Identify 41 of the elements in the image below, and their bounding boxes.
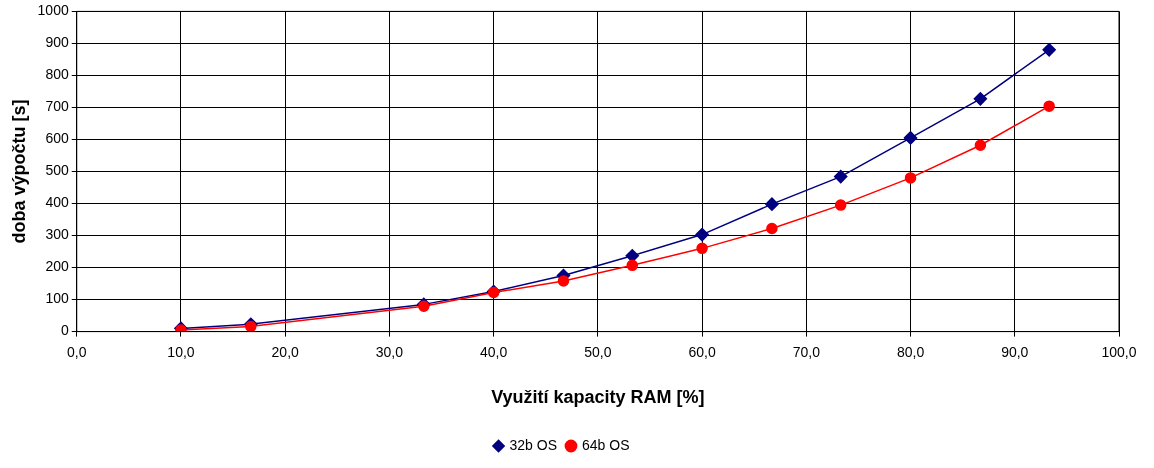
y-tick-label: 800 xyxy=(45,66,69,83)
y-tick-label: 400 xyxy=(45,194,69,211)
point xyxy=(834,199,847,211)
x-tick-label: 10,0 xyxy=(167,343,195,360)
x-tick-label: 40,0 xyxy=(480,343,508,360)
y-tick-label: 700 xyxy=(45,98,69,115)
x-tick-label: 0,0 xyxy=(67,343,87,360)
point xyxy=(696,242,708,255)
y-tick-label: 1000 xyxy=(37,2,69,19)
point xyxy=(904,172,917,184)
y-tick-label: 900 xyxy=(45,34,69,51)
point xyxy=(695,227,709,242)
x-tick-label: 90,0 xyxy=(1001,343,1029,360)
x-tick-label: 30,0 xyxy=(375,343,404,360)
y-tick-label: 0 xyxy=(60,322,69,339)
y-tick-label: 200 xyxy=(45,258,69,275)
point xyxy=(974,139,987,151)
point xyxy=(903,131,918,145)
y-tick-label: 600 xyxy=(45,130,69,147)
x-tick-label: 20,0 xyxy=(271,343,300,360)
legend-label: 64b OS xyxy=(582,436,630,453)
y-tick-label: 500 xyxy=(45,162,69,179)
point xyxy=(625,248,640,263)
point xyxy=(973,92,988,106)
legend-label: 32b OS xyxy=(509,436,558,453)
point xyxy=(557,275,570,287)
point xyxy=(766,222,778,235)
point xyxy=(1042,43,1056,57)
x-tick-label: 80,0 xyxy=(896,343,925,360)
x-tick-label: 50,0 xyxy=(584,343,612,360)
point xyxy=(833,169,848,184)
y-axis-title: doba výpočtu [s] xyxy=(8,99,29,244)
point xyxy=(1043,100,1055,112)
y-tick-label: 300 xyxy=(45,226,69,243)
x-tick-label: 60,0 xyxy=(688,343,716,360)
x-axis-title: Využití kapacity RAM [%] xyxy=(491,387,705,408)
x-tick-label: 100,0 xyxy=(1101,343,1137,360)
y-tick-label: 100 xyxy=(45,290,69,307)
point xyxy=(626,259,639,272)
x-tick-label: 70,0 xyxy=(792,343,821,360)
point xyxy=(765,197,779,211)
